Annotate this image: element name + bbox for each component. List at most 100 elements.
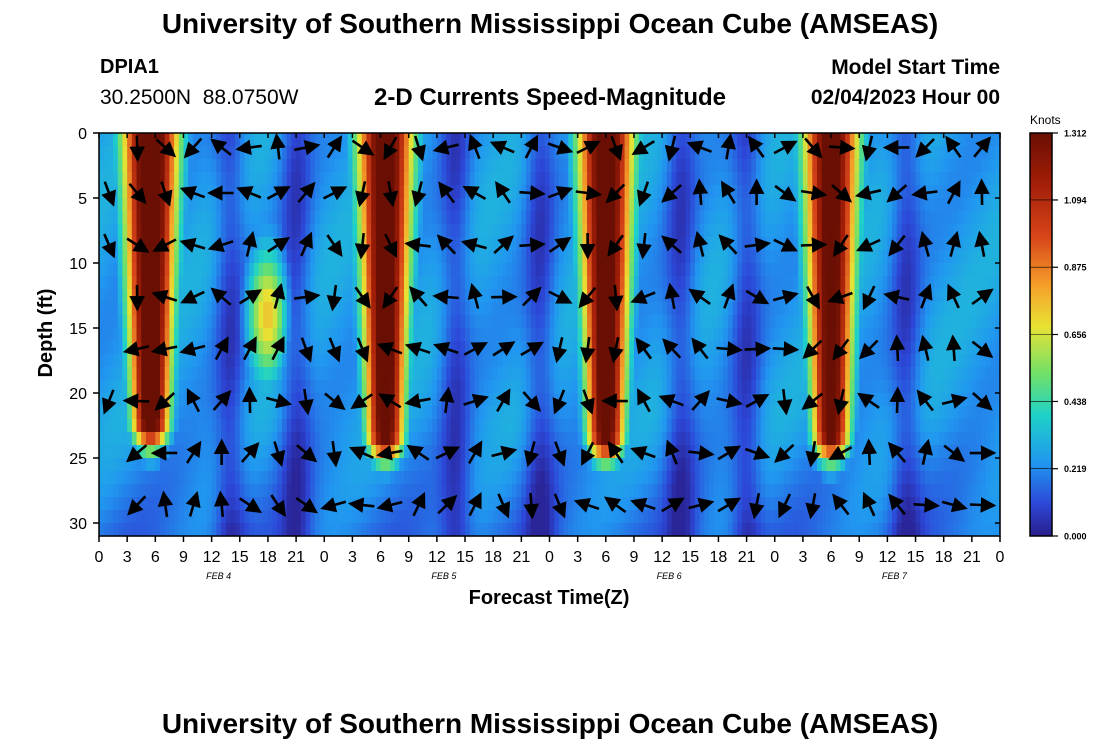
heat-cell bbox=[319, 367, 325, 381]
heat-cell bbox=[131, 172, 138, 186]
heat-cell bbox=[160, 328, 166, 342]
heat-cell bbox=[465, 406, 471, 420]
heat-cell bbox=[657, 276, 663, 290]
heat-cell bbox=[666, 133, 673, 147]
heat-cell bbox=[310, 146, 316, 160]
heat-cell bbox=[436, 458, 443, 472]
heat-cell bbox=[117, 523, 124, 537]
heat-cell bbox=[352, 406, 358, 420]
heat-cell bbox=[544, 250, 551, 264]
heat-cell bbox=[338, 198, 344, 212]
heat-cell bbox=[216, 510, 222, 524]
heat-cell bbox=[704, 237, 710, 251]
heat-cell bbox=[615, 172, 621, 186]
heat-cell bbox=[582, 237, 588, 251]
heat-cell bbox=[709, 523, 715, 537]
heat-cell bbox=[160, 510, 166, 524]
heat-cell bbox=[183, 367, 189, 381]
heat-cell bbox=[413, 224, 419, 238]
heat-cell bbox=[765, 523, 771, 537]
heat-cell bbox=[582, 367, 588, 381]
heat-cell bbox=[192, 458, 199, 472]
heat-cell bbox=[277, 302, 283, 316]
heat-cell bbox=[587, 315, 593, 329]
heat-cell bbox=[568, 159, 574, 173]
heat-cell bbox=[751, 302, 757, 316]
heat-cell bbox=[732, 406, 738, 420]
heat-cell bbox=[169, 250, 175, 264]
heat-cell bbox=[122, 367, 128, 381]
heat-cell bbox=[127, 276, 133, 290]
heat-cell bbox=[662, 354, 668, 368]
heat-cell bbox=[774, 484, 781, 498]
heat-cell bbox=[554, 211, 560, 225]
heat-cell bbox=[404, 172, 410, 186]
heat-cell bbox=[103, 146, 109, 160]
heat-cell bbox=[779, 406, 785, 420]
heat-cell bbox=[812, 354, 818, 368]
heat-cell bbox=[469, 224, 476, 238]
heat-cell bbox=[169, 224, 175, 238]
heat-cell bbox=[638, 263, 644, 277]
heat-cell bbox=[690, 276, 696, 290]
heat-cell bbox=[286, 471, 292, 485]
heat-cell bbox=[572, 393, 579, 407]
heat-cell bbox=[840, 211, 846, 225]
heat-cell bbox=[282, 484, 288, 498]
heat-cell bbox=[113, 354, 119, 368]
heat-cell bbox=[821, 315, 827, 329]
heat-cell bbox=[666, 523, 673, 537]
heat-cell bbox=[258, 458, 264, 472]
heat-cell bbox=[202, 354, 208, 368]
heat-cell bbox=[375, 146, 382, 160]
heat-cell bbox=[680, 406, 687, 420]
heat-cell bbox=[155, 185, 161, 199]
heat-cell bbox=[404, 198, 410, 212]
heat-cell bbox=[493, 419, 499, 433]
heat-cell bbox=[704, 263, 710, 277]
heat-cell bbox=[666, 172, 673, 186]
heat-cell bbox=[333, 159, 339, 173]
heat-cell bbox=[497, 315, 504, 329]
heat-cell bbox=[568, 458, 574, 472]
heat-cell bbox=[230, 419, 236, 433]
heat-cell bbox=[629, 302, 635, 316]
heat-cell bbox=[493, 263, 499, 277]
heat-cell bbox=[633, 133, 640, 147]
heat-cell bbox=[638, 315, 644, 329]
heat-cell bbox=[380, 484, 386, 498]
heat-cell bbox=[502, 484, 508, 498]
heat-cell bbox=[282, 445, 288, 459]
heat-cell bbox=[549, 315, 555, 329]
heat-cell bbox=[408, 510, 415, 524]
heat-cell bbox=[108, 146, 114, 160]
heat-cell bbox=[483, 302, 490, 316]
heat-cell bbox=[826, 497, 832, 511]
heat-cell bbox=[765, 198, 771, 212]
heat-cell bbox=[784, 458, 790, 472]
heat-cell bbox=[263, 198, 269, 212]
heat-cell bbox=[221, 198, 227, 212]
heat-cell bbox=[596, 406, 602, 420]
heat-cell bbox=[638, 328, 644, 342]
heat-cell bbox=[225, 458, 231, 472]
heat-cell bbox=[840, 510, 846, 524]
heat-cell bbox=[821, 263, 827, 277]
heat-cell bbox=[291, 367, 297, 381]
heat-cell bbox=[605, 458, 612, 472]
heat-cell bbox=[666, 432, 673, 446]
heat-cell bbox=[798, 263, 804, 277]
heat-cell bbox=[596, 471, 602, 485]
heat-cell bbox=[765, 354, 771, 368]
heat-cell bbox=[685, 510, 691, 524]
heat-cell bbox=[826, 406, 832, 420]
heat-cell bbox=[258, 185, 264, 199]
heat-cell bbox=[483, 289, 490, 303]
heat-cell bbox=[807, 302, 813, 316]
heat-cell bbox=[324, 393, 330, 407]
heat-cell bbox=[507, 354, 513, 368]
heat-cell bbox=[521, 263, 527, 277]
heat-cell bbox=[296, 445, 302, 459]
heat-cell bbox=[460, 289, 466, 303]
heat-cell bbox=[422, 146, 429, 160]
